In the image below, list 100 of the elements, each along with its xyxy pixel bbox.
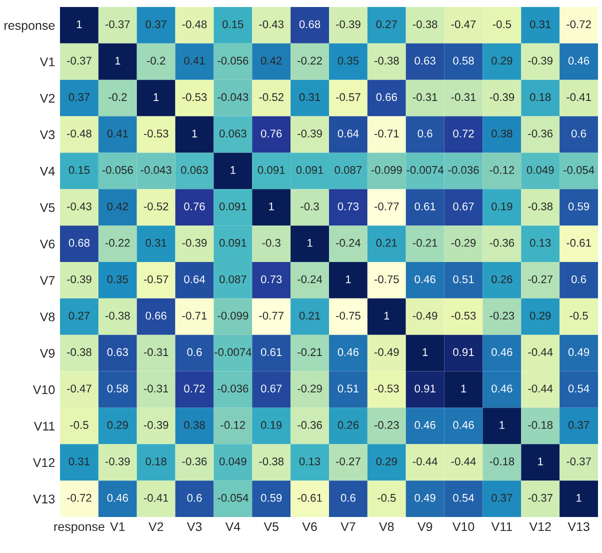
x-tick-label: V9 bbox=[417, 522, 432, 532]
data-label: -0.36 bbox=[298, 421, 322, 429]
data-label: -0.41 bbox=[144, 494, 168, 502]
data-label: -0.29 bbox=[298, 384, 322, 392]
data-label: 0.67 bbox=[453, 202, 474, 210]
data-label: 0.54 bbox=[568, 384, 590, 392]
data-label: 0.61 bbox=[414, 202, 436, 210]
data-label: -0.38 bbox=[105, 312, 130, 320]
data-label: -0.2 bbox=[108, 93, 127, 102]
data-label: -0.21 bbox=[298, 348, 322, 356]
data-label: 0.18 bbox=[530, 93, 551, 102]
data-label: -0.39 bbox=[336, 20, 360, 28]
x-tick-label: V8 bbox=[379, 522, 394, 532]
data-label: 0.049 bbox=[219, 457, 246, 466]
data-label: 0.41 bbox=[107, 130, 128, 138]
data-label: -0.43 bbox=[67, 202, 92, 210]
data-label: 0.63 bbox=[414, 56, 436, 65]
data-label: -0.31 bbox=[144, 348, 168, 356]
data-label: -0.21 bbox=[412, 238, 438, 247]
data-label: -0.77 bbox=[259, 312, 284, 320]
data-label: 0.63 bbox=[107, 348, 128, 356]
data-label: -0.18 bbox=[490, 457, 514, 466]
data-label: 0.049 bbox=[526, 166, 554, 174]
data-label: -0.3 bbox=[262, 238, 280, 247]
data-label: -0.36 bbox=[490, 238, 514, 247]
data-label: 1 bbox=[500, 421, 504, 429]
data-label: 1 bbox=[192, 130, 198, 138]
data-label: 0.087 bbox=[334, 166, 362, 174]
data-label: -0.75 bbox=[374, 275, 399, 284]
data-label: 0.063 bbox=[181, 166, 208, 174]
x-tick-label: V13 bbox=[568, 522, 590, 532]
data-label: 0.66 bbox=[146, 312, 166, 320]
data-label: 0.59 bbox=[260, 494, 282, 502]
data-label: -0.49 bbox=[374, 348, 399, 356]
data-label: -0.53 bbox=[451, 312, 476, 320]
data-label: 0.61 bbox=[260, 348, 282, 356]
data-label: 0.27 bbox=[68, 312, 90, 320]
data-label: 0.46 bbox=[414, 421, 436, 429]
data-label: 0.64 bbox=[338, 130, 359, 138]
data-label: 0.54 bbox=[453, 494, 474, 502]
data-label: -0.099 bbox=[218, 312, 248, 320]
data-label: 0.31 bbox=[68, 457, 90, 466]
x-tick-label: V5 bbox=[264, 522, 278, 532]
data-label: 0.46 bbox=[107, 494, 128, 502]
y-tick-label: V9 bbox=[40, 348, 55, 358]
data-label: -0.23 bbox=[490, 312, 514, 320]
data-label: 0.73 bbox=[338, 202, 359, 210]
data-label: 0.51 bbox=[453, 275, 474, 284]
data-label: 1 bbox=[269, 202, 274, 210]
data-label: -0.036 bbox=[448, 166, 479, 174]
x-tick-label: V2 bbox=[148, 522, 164, 531]
x-tick-label: V10 bbox=[452, 522, 474, 532]
data-label: 0.29 bbox=[492, 56, 512, 65]
data-label: -0.39 bbox=[182, 238, 207, 247]
data-label: 0.38 bbox=[492, 130, 512, 138]
data-label: -0.5 bbox=[378, 494, 396, 502]
data-label: 1 bbox=[576, 494, 582, 502]
data-label: 0.21 bbox=[376, 238, 397, 247]
data-label: 1 bbox=[422, 348, 428, 356]
data-label: 1 bbox=[384, 312, 390, 320]
data-label: -0.31 bbox=[451, 93, 476, 102]
data-label: 0.26 bbox=[492, 275, 512, 284]
data-label: -0.57 bbox=[336, 93, 360, 102]
data-label: -0.38 bbox=[528, 202, 553, 210]
data-label: 0.6 bbox=[187, 494, 202, 502]
data-label: -0.61 bbox=[298, 494, 322, 502]
data-label: -0.12 bbox=[490, 166, 514, 174]
data-label: -0.43 bbox=[259, 20, 284, 28]
data-label: -0.72 bbox=[566, 20, 591, 28]
data-label: -0.5 bbox=[70, 421, 88, 429]
data-label: -0.38 bbox=[259, 457, 284, 466]
data-label: -0.056 bbox=[218, 56, 248, 65]
data-label: -0.39 bbox=[67, 275, 92, 284]
data-label: 0.35 bbox=[338, 56, 359, 65]
data-label: 0.46 bbox=[414, 275, 436, 284]
x-tick-label: V12 bbox=[529, 522, 551, 531]
data-label: -0.099 bbox=[371, 166, 402, 174]
data-label: 0.6 bbox=[340, 494, 356, 502]
data-label: 0.29 bbox=[107, 421, 128, 429]
data-label: -0.39 bbox=[298, 130, 322, 138]
y-tick-label: response bbox=[4, 23, 55, 32]
data-label: 0.29 bbox=[376, 457, 397, 466]
x-tick-label: V7 bbox=[340, 522, 356, 531]
data-label: -0.44 bbox=[451, 457, 476, 466]
data-label: 0.76 bbox=[184, 202, 205, 210]
y-tick-label: V8 bbox=[40, 312, 55, 322]
y-tick-label: V3 bbox=[40, 130, 55, 140]
data-label: -0.056 bbox=[102, 166, 133, 174]
y-tick-label: V6 bbox=[40, 240, 55, 248]
data-label: 0.15 bbox=[222, 20, 244, 28]
data-label: -0.44 bbox=[528, 348, 553, 356]
data-label: -0.5 bbox=[492, 20, 512, 28]
data-label: 0.087 bbox=[219, 275, 246, 284]
data-label: -0.57 bbox=[144, 275, 168, 284]
data-label: 0.58 bbox=[453, 56, 474, 65]
data-label: 0.37 bbox=[68, 93, 90, 102]
data-label: -0.043 bbox=[218, 93, 248, 102]
data-label: -0.18 bbox=[528, 421, 553, 429]
data-label: 0.46 bbox=[568, 56, 590, 65]
data-label: 0.35 bbox=[107, 275, 128, 284]
